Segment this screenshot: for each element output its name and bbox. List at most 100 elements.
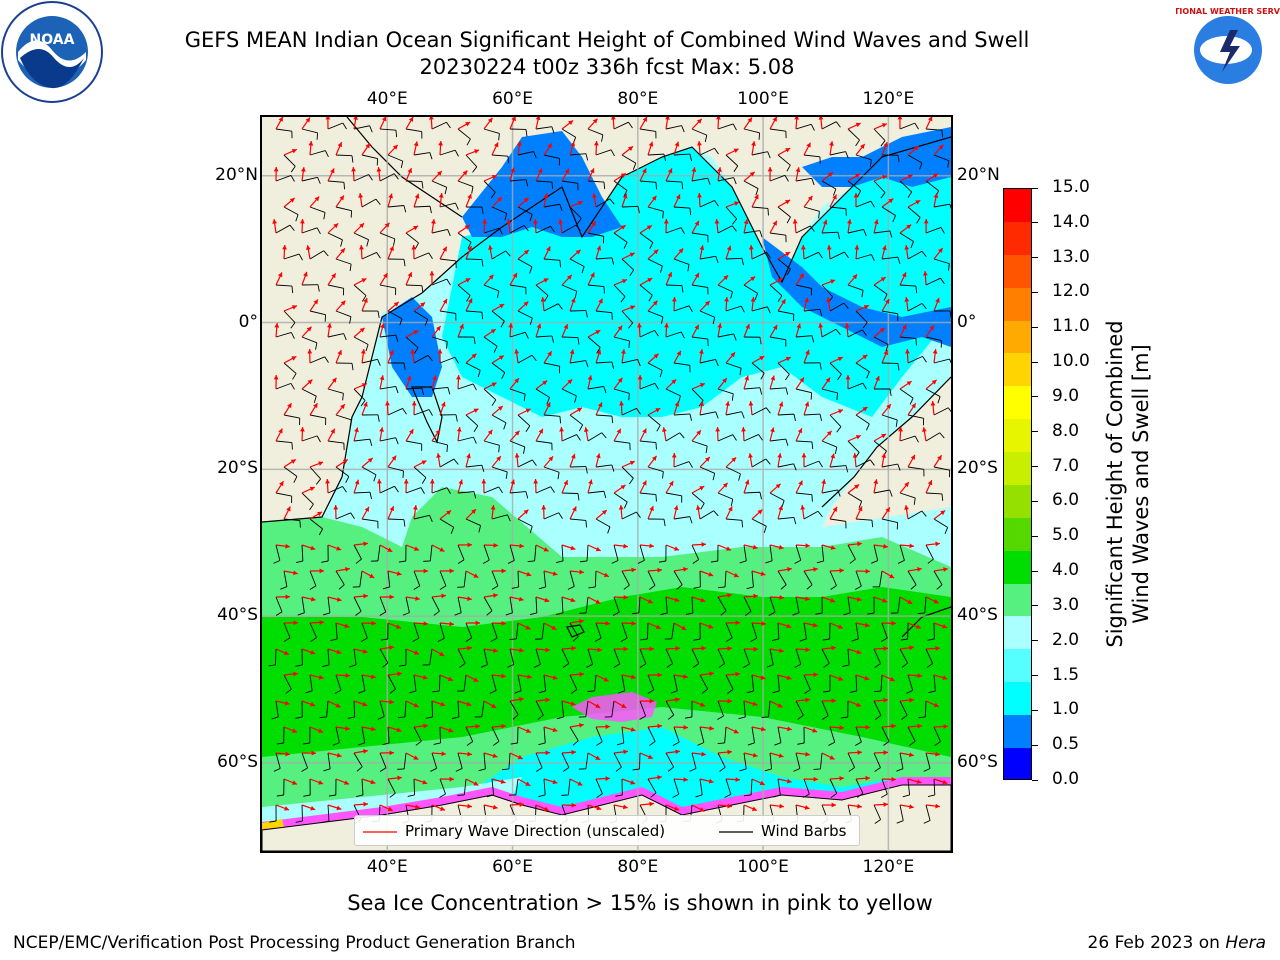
- vector-glyph: [334, 673, 351, 694]
- vector-glyph: [615, 778, 636, 797]
- vector-glyph: [380, 622, 402, 641]
- vector-glyph: [405, 375, 424, 396]
- vector-glyph: [647, 195, 664, 219]
- vector-glyph: [873, 123, 888, 147]
- vector-glyph: [818, 117, 841, 130]
- vector-glyph: [413, 723, 428, 746]
- vector-glyph: [457, 224, 472, 249]
- vector-glyph: [387, 455, 404, 478]
- vector-glyph: [327, 222, 343, 247]
- vector-glyph: [663, 218, 685, 234]
- vector-glyph: [662, 427, 685, 442]
- vector-glyph: [583, 427, 607, 442]
- vector-glyph: [352, 570, 375, 588]
- vector-glyph: [639, 117, 657, 139]
- colorbar-tick-mark-10: [1032, 535, 1038, 537]
- vector-glyph: [407, 778, 428, 797]
- vector-glyph: [925, 480, 944, 501]
- vector-glyph: [673, 194, 692, 216]
- vector-glyph: [302, 726, 324, 745]
- vector-glyph: [301, 486, 315, 511]
- vector-glyph: [569, 297, 588, 318]
- vector-glyph: [670, 674, 688, 694]
- vector-glyph: [501, 752, 523, 771]
- svg-text:NOAA: NOAA: [30, 32, 75, 48]
- vector-glyph: [927, 778, 948, 797]
- vector-glyph: [930, 401, 951, 416]
- vector-glyph: [483, 328, 498, 353]
- vector-glyph: [672, 725, 689, 746]
- vector-glyph: [613, 428, 631, 451]
- vector-glyph: [873, 646, 889, 668]
- vector-glyph: [361, 401, 380, 422]
- vector-glyph: [457, 542, 473, 564]
- vector-glyph: [335, 349, 354, 371]
- vector-glyph: [297, 596, 316, 616]
- vector-glyph: [295, 804, 316, 823]
- vector-glyph: [873, 219, 893, 238]
- vector-glyph: [413, 460, 427, 484]
- vector-glyph: [569, 506, 587, 528]
- lon-tick-bottom-2: 80°E: [617, 857, 659, 877]
- vector-glyph: [795, 428, 814, 449]
- colorbar-tick-5: 10.0: [1052, 351, 1090, 372]
- vector-glyph: [505, 596, 524, 616]
- vector-glyph: [283, 355, 297, 380]
- vector-glyph: [803, 672, 819, 694]
- vector-glyph: [658, 544, 680, 563]
- vector-glyph: [741, 426, 763, 442]
- vector-glyph: [556, 544, 576, 564]
- vector-glyph: [433, 726, 454, 745]
- vector-glyph: [370, 544, 393, 562]
- vector-glyph: [801, 244, 823, 260]
- vector-glyph: [613, 646, 629, 668]
- vector-glyph: [923, 218, 945, 234]
- vector-glyph: [595, 776, 611, 798]
- vector-glyph: [621, 145, 637, 170]
- vector-glyph: [398, 648, 420, 667]
- vector-glyph: [725, 245, 744, 266]
- lon-tick-bottom-3: 100°E: [737, 857, 789, 877]
- vector-glyph: [621, 460, 636, 485]
- vector-glyph: [465, 193, 484, 215]
- vector-glyph: [847, 173, 862, 198]
- vector-glyph: [509, 697, 524, 720]
- vector-glyph: [899, 380, 914, 405]
- vector-glyph: [873, 175, 888, 199]
- legend-barb-label: Wind Barbs: [761, 822, 847, 840]
- vector-glyph: [640, 622, 662, 641]
- vector-glyph: [561, 645, 577, 668]
- vector-glyph: [411, 400, 433, 416]
- vector-glyph: [509, 167, 529, 187]
- vector-glyph: [283, 305, 298, 329]
- vector-glyph: [595, 453, 615, 472]
- vector-glyph: [349, 648, 368, 668]
- vector-glyph: [454, 596, 472, 616]
- vector-glyph: [672, 777, 689, 798]
- vector-glyph: [514, 349, 537, 364]
- vector-glyph: [743, 375, 763, 395]
- colorbar-segment-6: [1004, 386, 1031, 420]
- vector-glyph: [480, 648, 498, 668]
- vector-glyph: [774, 726, 792, 746]
- vector-glyph: [697, 725, 714, 746]
- vector-glyph: [743, 171, 759, 196]
- vector-glyph: [586, 647, 603, 668]
- lon-tick-bottom-1: 60°E: [492, 857, 533, 877]
- vector-glyph: [569, 349, 589, 368]
- vector-glyph: [715, 426, 737, 442]
- vector-glyph: [387, 144, 404, 169]
- vector-glyph: [613, 749, 628, 772]
- vector-glyph: [904, 505, 927, 520]
- vector-glyph: [829, 775, 845, 798]
- vector-glyph: [620, 621, 637, 642]
- vector-glyph: [490, 621, 507, 642]
- vector-glyph: [353, 593, 368, 616]
- vector-glyph: [455, 751, 472, 772]
- vector-glyph: [283, 506, 301, 528]
- vector-glyph: [474, 700, 497, 718]
- vector-glyph: [465, 353, 481, 378]
- vector-glyph: [509, 117, 528, 137]
- vector-glyph: [725, 201, 740, 225]
- vector-glyph: [604, 700, 627, 718]
